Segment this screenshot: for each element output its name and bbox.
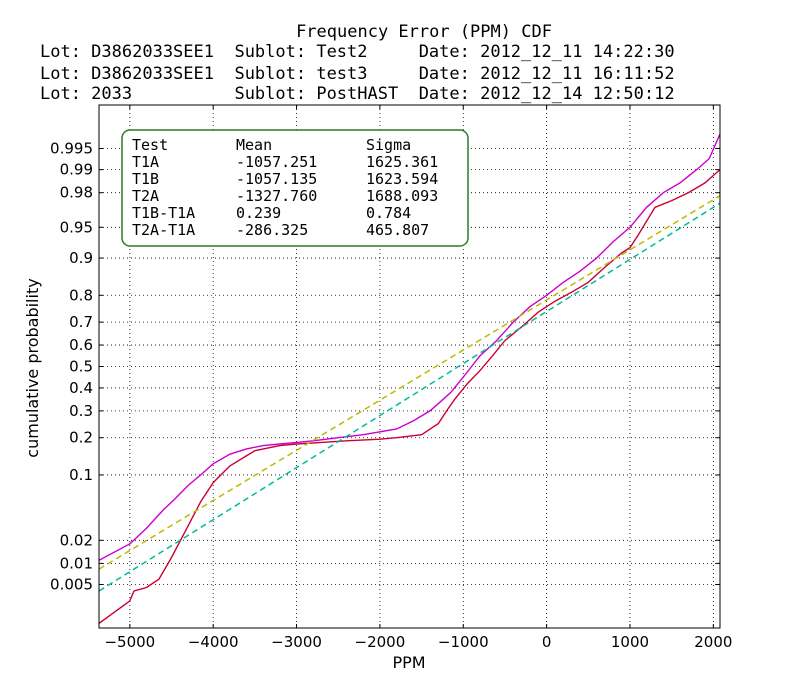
stats-cell: -1057.135 [236,170,317,188]
y-tick-label: 0.02 [60,531,93,549]
y-tick-label: 0.98 [60,184,93,202]
fit-line-3 [99,202,720,592]
y-tick-label: 0.95 [60,218,93,236]
y-tick-label: 0.6 [69,336,93,354]
x-tick-label: 1000 [611,633,649,651]
y-axis-label: cumulative probability [23,278,42,457]
stats-header-cell: Sigma [366,136,411,154]
stats-cell: T1B-T1A [132,204,195,222]
stats-cell: 465.807 [366,221,429,239]
x-tick-label: −3000 [271,633,322,651]
stats-header-cell: Mean [236,136,272,154]
stats-cell: 1623.594 [366,170,438,188]
stats-cell: -286.325 [236,221,308,239]
header-line-2: Lot: D3862033SEE1 Sublot: test3 Date: 20… [40,64,675,84]
stats-cell: 0.784 [366,204,411,222]
y-tick-label: 0.99 [60,161,93,179]
y-tick-label: 0.995 [50,140,93,158]
header-line-3: Lot: 2033 Sublot: PostHAST Date: 2012_12… [40,84,675,104]
x-tick-label: 2000 [694,633,732,651]
stats-cell: 0.239 [236,204,281,222]
chart-title: Frequency Error (PPM) CDF [296,22,552,42]
y-tick-label: 0.2 [69,429,93,447]
cdf-line-1 [99,169,720,624]
x-tick-label: 0 [542,633,552,651]
y-tick-label: 0.01 [60,554,93,572]
axis-ticks: −5000 −4000 −3000 −2000 −1000 0 1000 2000 0.005 0… [50,105,732,651]
stats-header-cell: Test [132,136,168,154]
x-axis-label: PPM [392,653,425,672]
header-line-1: Lot: D3862033SEE1 Sublot: Test2 Date: 20… [40,42,675,62]
y-tick-label: 0.3 [69,402,93,420]
stats-table: Test Mean Sigma T1A -1057.251 1625.361 T1B -105… [121,129,469,247]
stats-cell: 1688.093 [366,187,438,205]
fit-line-2 [99,195,720,570]
stats-cell: T1B [132,170,159,188]
y-tick-label: 0.1 [69,466,93,484]
y-tick-label: 0.8 [69,286,93,304]
stats-cell: T1A [132,153,159,171]
series-lines [99,133,720,624]
y-tick-label: 0.9 [69,249,93,267]
stats-cell: T2A [132,187,159,205]
x-tick-label: −4000 [188,633,239,651]
stats-table-frame [121,129,469,247]
plot-frame [98,104,721,629]
x-tick-label: −1000 [438,633,489,651]
x-tick-label: −5000 [104,633,155,651]
y-tick-label: 0.5 [69,358,93,376]
stats-cell: -1057.251 [236,153,317,171]
stats-cell: -1327.760 [236,187,317,205]
y-tick-label: 0.005 [50,575,93,593]
stats-cell: 1625.361 [366,153,438,171]
y-tick-label: 0.4 [69,379,93,397]
stats-cell: T2A-T1A [132,221,195,239]
cdf-line-0 [99,133,720,561]
y-tick-label: 0.7 [69,313,93,331]
x-tick-label: −2000 [355,633,406,651]
